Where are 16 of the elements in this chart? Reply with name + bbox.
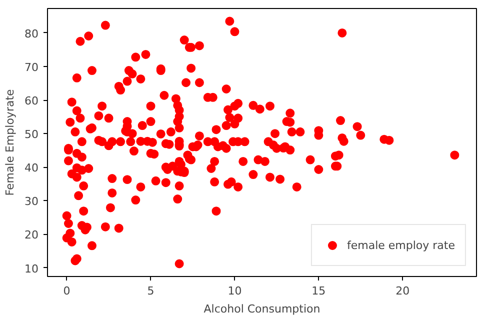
x-tick-label: 10: [228, 284, 242, 298]
legend-label: female employ rate: [346, 238, 455, 252]
y-tick-label: 60: [24, 94, 39, 108]
x-tick-label: 20: [396, 284, 410, 298]
y-axis-title: Female Employrate: [4, 88, 17, 196]
x-tick-label: 15: [312, 284, 326, 298]
x-tick-label: 0: [63, 284, 70, 298]
y-tick-label: 80: [24, 27, 39, 40]
x-axis-title: Alcohol Consumption: [204, 302, 320, 316]
y-tick-label: 40: [24, 162, 39, 175]
x-tick-label: 5: [147, 284, 154, 298]
y-tick-label: 20: [24, 228, 39, 242]
y-tick-label: 70: [24, 61, 39, 74]
y-tick-label: 10: [24, 262, 39, 276]
y-tick-label: 50: [24, 128, 39, 142]
y-tick-label: 30: [24, 195, 39, 208]
